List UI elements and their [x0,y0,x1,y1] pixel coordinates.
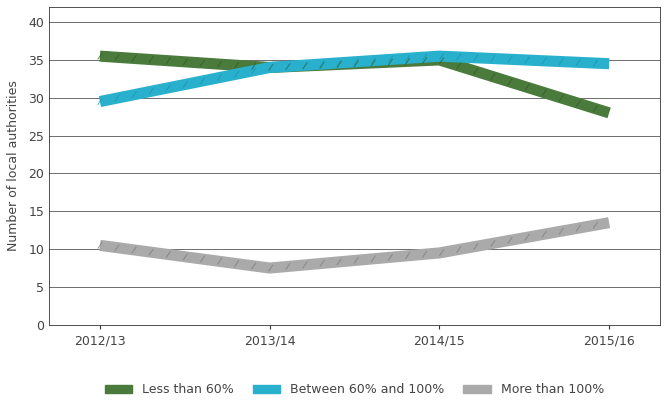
Legend: Less than 60%, Between 60% and 100%, More than 100%: Less than 60%, Between 60% and 100%, Mor… [100,378,609,401]
Y-axis label: Number of local authorities: Number of local authorities [7,81,20,251]
